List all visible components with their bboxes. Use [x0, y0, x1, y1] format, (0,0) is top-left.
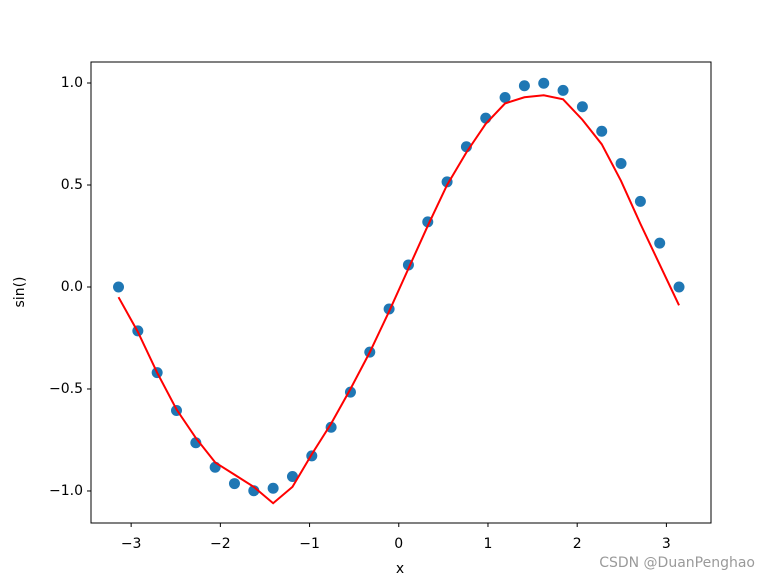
scatter-point: [480, 112, 492, 124]
scatter-point: [267, 482, 279, 494]
line: [117, 94, 680, 505]
y-tick-label: −1.0: [49, 483, 83, 499]
axes-frame: [90, 61, 712, 524]
x-tick-label: 0: [394, 536, 403, 552]
scatter-point: [654, 237, 666, 249]
scatter-point: [557, 84, 569, 96]
y-tick-label: 1.0: [61, 75, 83, 91]
scatter-point: [325, 421, 337, 433]
y-tick-label: −0.5: [49, 381, 83, 397]
scatter-point: [286, 470, 298, 482]
y-tick-label: 0.5: [61, 177, 83, 193]
x-tick-label: 3: [662, 536, 671, 552]
x-tick-label: 1: [484, 536, 493, 552]
scatter-point: [518, 80, 530, 92]
watermark: CSDN @DuanPenghao: [599, 555, 755, 571]
scatter-point: [576, 101, 588, 113]
scatter-point: [499, 91, 511, 103]
x-tick-label: −3: [121, 536, 142, 552]
x-tick-label: −1: [299, 536, 320, 552]
y-axis-label: sin(): [12, 277, 28, 308]
x-axis-label: x: [396, 561, 404, 577]
x-tick-label: −2: [210, 536, 231, 552]
scatter-point: [113, 281, 125, 293]
scatter-point: [538, 77, 550, 89]
scatter-point: [673, 281, 685, 293]
scatter-point: [596, 125, 608, 137]
scatter-point: [615, 157, 627, 169]
x-tick-label: 2: [573, 536, 582, 552]
scatter-point: [228, 478, 240, 490]
scatter-point: [634, 195, 646, 207]
y-tick-label: 0.0: [61, 279, 83, 295]
